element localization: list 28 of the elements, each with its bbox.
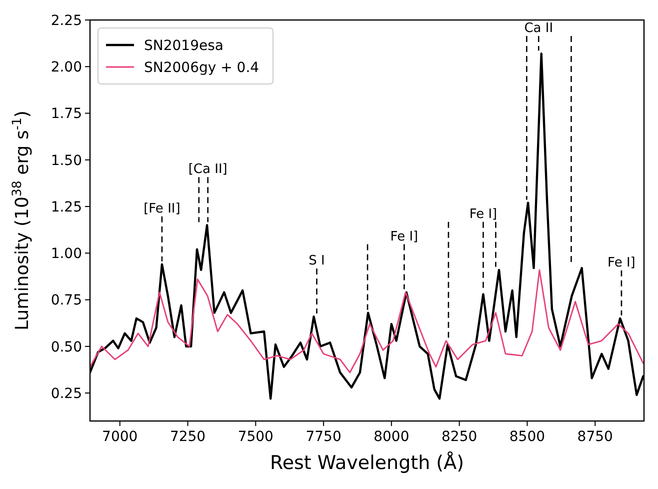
ref-line-label: Fe I] <box>390 229 418 244</box>
y-tick-label: 1.75 <box>50 106 82 122</box>
y-tick-label: 0.25 <box>50 386 82 402</box>
line-series <box>90 269 644 374</box>
x-tick-label: 7750 <box>306 429 342 445</box>
x-tick-label: 7500 <box>238 429 274 445</box>
x-tick-label: 7250 <box>170 429 206 445</box>
ref-line-label: [Fe II] <box>144 201 180 216</box>
x-axis-title: Rest Wavelength (Å) <box>270 451 464 474</box>
ref-line-label: S I <box>308 254 325 269</box>
legend-label: SN2019esa <box>144 38 224 54</box>
y-tick-label: 1.00 <box>50 246 82 262</box>
y-tick-label: 0.50 <box>50 339 82 356</box>
y-tick-label: 2.00 <box>50 60 82 76</box>
ref-line-label: Fe I] <box>608 255 636 270</box>
legend-label: SN2006gy + 0.4 <box>144 60 260 76</box>
x-tick-label: 8000 <box>374 429 410 445</box>
y-tick-label: 0.75 <box>50 292 82 309</box>
x-tick-label: 8500 <box>509 429 546 445</box>
x-tick-label: 7000 <box>102 429 138 445</box>
x-tick-label: 8750 <box>577 429 613 445</box>
y-tick-label: 1.25 <box>50 199 82 216</box>
x-tick-label: 8250 <box>442 429 478 445</box>
y-tick-label: 2.25 <box>50 12 82 29</box>
ref-line-label: Ca II <box>524 21 554 36</box>
y-tick-label: 1.50 <box>50 152 82 169</box>
ref-line-label: Fe I] <box>469 206 498 222</box>
ref-line-label: [Ca II] <box>188 162 228 178</box>
